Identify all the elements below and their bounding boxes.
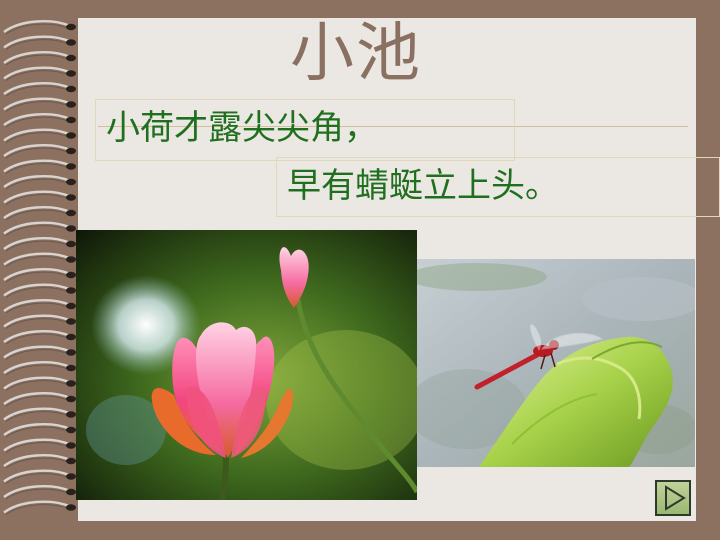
spiral-ring [3,51,76,66]
poem-line-2: 早有蜻蜓立上头。 [276,157,720,217]
lotus-photo [76,230,417,500]
spiral-binding [3,20,76,515]
spiral-ring [3,97,76,112]
spiral-ring [3,144,76,159]
play-next-icon [665,485,686,511]
spiral-ring [3,82,76,97]
spiral-ring [3,268,76,283]
spiral-ring [3,113,76,128]
spiral-ring [3,299,76,314]
spiral-ring [3,485,76,500]
spiral-ring [3,159,76,174]
spiral-ring [3,252,76,267]
spiral-ring [3,190,76,205]
spiral-ring [3,469,76,484]
spiral-ring [3,20,76,35]
spiral-ring [3,206,76,221]
page-title: 小池 [290,17,422,91]
spiral-ring [3,66,76,81]
spiral-ring [3,376,76,391]
spiral-ring [3,392,76,407]
spiral-ring [3,128,76,143]
poem-line-1: 小荷才露尖尖角， [95,99,515,161]
spiral-ring [3,407,76,422]
spiral-ring [3,237,76,252]
spiral-ring [3,283,76,298]
divider-line [98,126,688,127]
spiral-ring [3,221,76,236]
spiral-ring [3,330,76,345]
spiral-ring [3,314,76,329]
spiral-ring [3,454,76,469]
spiral-ring [3,361,76,376]
dragonfly-photo [417,259,695,467]
spiral-ring [3,423,76,438]
spiral-ring [3,35,76,50]
spiral-ring [3,438,76,453]
spiral-ring [3,500,76,515]
spiral-ring [3,175,76,190]
next-slide-button[interactable] [655,480,691,516]
spiral-ring [3,345,76,360]
